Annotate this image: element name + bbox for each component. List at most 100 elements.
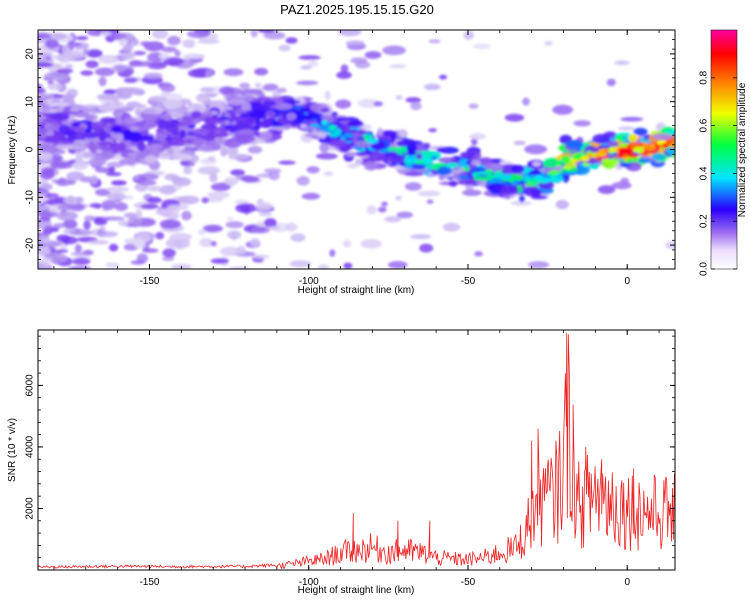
heatmap-cell bbox=[116, 142, 127, 152]
heatmap-cell bbox=[38, 235, 50, 245]
heatmap-cell bbox=[552, 104, 574, 115]
heatmap-cell bbox=[62, 219, 78, 229]
heatmap-cell bbox=[183, 166, 193, 175]
heatmap-cell bbox=[172, 129, 179, 136]
heatmap-cell bbox=[228, 266, 249, 269]
heatmap-cell bbox=[276, 87, 287, 93]
heatmap-cell bbox=[69, 107, 81, 112]
heatmap-cell bbox=[44, 135, 63, 144]
heatmap-cell bbox=[445, 162, 459, 168]
heatmap-cell bbox=[382, 45, 406, 56]
snr-x-ticks: -150 -100 -50 0 bbox=[53, 330, 660, 588]
heatmap-cell bbox=[55, 144, 74, 150]
heatmap-cell bbox=[331, 111, 338, 117]
heatmap-cell bbox=[208, 100, 228, 108]
heatmap-cell bbox=[439, 74, 448, 80]
heatmap-cell bbox=[221, 106, 234, 111]
heatmap-cell bbox=[160, 83, 176, 93]
heatmap-cell bbox=[166, 205, 176, 212]
heatmap-cell bbox=[195, 93, 210, 103]
heatmap-cell bbox=[65, 129, 77, 137]
heatmap-cell bbox=[144, 155, 157, 164]
heatmap-cell bbox=[72, 257, 91, 265]
y-tick-label: 6000 bbox=[25, 374, 36, 397]
heatmap-cell bbox=[404, 171, 424, 177]
x-tick-label: -100 bbox=[299, 577, 319, 588]
heatmap-cell bbox=[163, 112, 172, 121]
heatmap-cell bbox=[321, 119, 328, 126]
heatmap-cell bbox=[542, 177, 552, 183]
heatmap-cell bbox=[182, 53, 204, 59]
heatmap-cell bbox=[494, 172, 505, 179]
snr-series-line bbox=[38, 333, 675, 570]
heatmap-cell bbox=[209, 172, 218, 183]
heatmap-cell bbox=[100, 150, 116, 160]
heatmap-cell bbox=[594, 151, 607, 157]
y-tick-label: 0 bbox=[25, 146, 36, 152]
heatmap-cell bbox=[235, 203, 257, 214]
heatmap-cell bbox=[202, 134, 216, 142]
heatmap-cell bbox=[97, 93, 120, 103]
heatmap-cell bbox=[105, 262, 120, 268]
heatmap-cell bbox=[268, 170, 280, 181]
heatmap-cell bbox=[170, 176, 184, 182]
heatmap-cell bbox=[530, 195, 548, 200]
heatmap-cell bbox=[448, 180, 458, 187]
heatmap-cell bbox=[100, 117, 117, 124]
heatmap-cell bbox=[74, 243, 82, 254]
snr-plot-area bbox=[38, 330, 675, 570]
heatmap-cell bbox=[239, 82, 251, 90]
heatmap-cell bbox=[236, 245, 246, 256]
heatmap-cell bbox=[382, 152, 392, 158]
heatmap-cell bbox=[67, 266, 92, 269]
heatmap-cell bbox=[135, 135, 155, 142]
heatmap-cell bbox=[532, 161, 542, 167]
heatmap-cell bbox=[300, 65, 312, 70]
heatmap-cell bbox=[179, 129, 187, 139]
heatmap-cell bbox=[57, 53, 72, 63]
heatmap-cell bbox=[130, 260, 146, 265]
heatmap-cell bbox=[46, 32, 68, 40]
heatmap-cell bbox=[82, 249, 94, 255]
heatmap-cell bbox=[38, 105, 43, 113]
heatmap-cell bbox=[263, 31, 286, 40]
heatmap-cell bbox=[163, 57, 184, 66]
heatmap-cell bbox=[51, 102, 69, 107]
heatmap-cell bbox=[300, 123, 307, 128]
heatmap-cell bbox=[192, 137, 205, 148]
heatmap-cell bbox=[573, 120, 591, 127]
heatmap-cell bbox=[633, 127, 648, 136]
heatmap-cell bbox=[210, 182, 231, 192]
heatmap-cell bbox=[108, 166, 116, 173]
heatmap-cell bbox=[423, 83, 441, 91]
heatmap-cell bbox=[214, 137, 224, 146]
heatmap-cell bbox=[210, 240, 217, 247]
heatmap-cell bbox=[387, 261, 408, 269]
heatmap-cell bbox=[528, 174, 536, 179]
heatmap-cell bbox=[47, 198, 55, 206]
heatmap-cell bbox=[191, 110, 202, 118]
heatmap-cell bbox=[278, 160, 296, 165]
heatmap-cell bbox=[190, 154, 200, 163]
heatmap-cell bbox=[174, 50, 181, 57]
heatmap-cell bbox=[620, 177, 630, 185]
heatmap-cell bbox=[423, 157, 434, 164]
heatmap-cell bbox=[95, 231, 118, 238]
heatmap-cell bbox=[114, 64, 126, 73]
heatmap-cell bbox=[56, 234, 71, 242]
heatmap-cell bbox=[155, 131, 167, 140]
heatmap-cell bbox=[229, 111, 237, 120]
heatmap-cell bbox=[199, 87, 215, 93]
heatmap-cell bbox=[187, 103, 207, 114]
y-tick-label: 10 bbox=[25, 96, 36, 108]
heatmap-cell bbox=[343, 133, 354, 138]
heatmap-cell bbox=[198, 229, 207, 236]
heatmap-cell bbox=[179, 150, 196, 155]
heatmap-cell bbox=[328, 139, 348, 148]
heatmap-cell bbox=[119, 158, 137, 166]
heatmap-cell bbox=[651, 152, 666, 161]
heatmap-cell bbox=[437, 166, 453, 176]
heatmap-cell bbox=[395, 195, 402, 201]
heatmap-cell bbox=[524, 144, 548, 155]
heatmap-cell bbox=[207, 156, 216, 162]
